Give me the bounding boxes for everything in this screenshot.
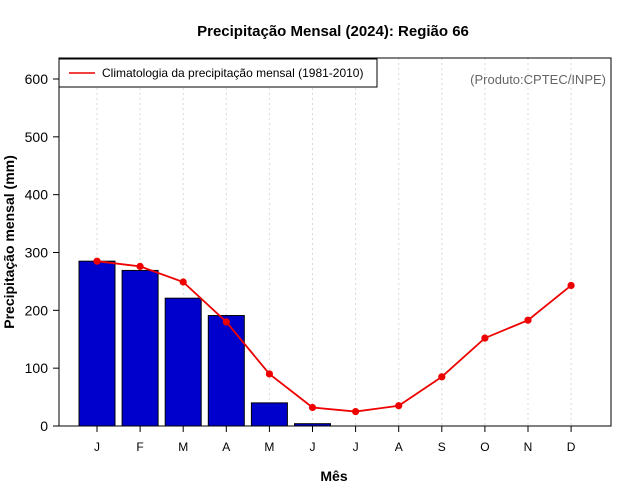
- bar-1: [78, 260, 116, 427]
- x-tick-label-1: J: [94, 440, 100, 454]
- climatology-point-8: [395, 402, 403, 410]
- climatology-point-3: [179, 278, 187, 286]
- climatology-point-7: [352, 407, 360, 416]
- y-tick-label-100: 100: [25, 360, 49, 376]
- x-tick-label-9: S: [438, 440, 446, 454]
- y-tick-label-300: 300: [25, 245, 49, 261]
- bar-series: [78, 260, 331, 427]
- y-tick-label-200: 200: [25, 302, 49, 318]
- x-tick-label-3: M: [178, 440, 188, 454]
- climatology-point-12: [567, 281, 575, 290]
- y-tick-label-500: 500: [25, 129, 49, 145]
- y-tick-label-600: 600: [25, 71, 49, 87]
- x-tick-label-10: O: [480, 440, 489, 454]
- x-tick-label-2: F: [136, 440, 143, 454]
- bar-4: [207, 315, 245, 427]
- bar-2: [121, 269, 159, 427]
- x-axis-title: Mês: [320, 468, 347, 484]
- climatology-point-5: [265, 370, 273, 378]
- bar-3: [164, 297, 202, 427]
- climatology-line: [96, 260, 572, 413]
- x-tick-label-11: N: [524, 440, 533, 454]
- x-tick-label-7: J: [353, 440, 359, 454]
- climatology-point-2: [136, 262, 144, 270]
- legend-box: [58, 58, 378, 88]
- climatology-point-11: [524, 316, 532, 324]
- climatology-point-1: [93, 257, 101, 265]
- credit-annotation: (Produto:CPTEC/INPE): [470, 72, 606, 87]
- climatology-point-10: [481, 334, 489, 342]
- legend: Climatologia da precipitação mensal (198…: [58, 58, 378, 88]
- chart-title: Precipitação Mensal (2024): Região 66: [197, 23, 469, 40]
- y-axis: 0 100 200 300 400 500 600: [25, 71, 59, 434]
- x-tick-label-12: D: [567, 440, 576, 454]
- y-tick-label-0: 0: [40, 418, 48, 434]
- climatology-point-6: [308, 403, 317, 412]
- y-axis-title: Precipitação mensal (mm): [1, 155, 17, 329]
- x-tick-label-5: M: [264, 440, 274, 454]
- legend-entry-climatology: Climatologia da precipitação mensal (198…: [102, 66, 363, 80]
- x-tick-label-6: J: [310, 440, 316, 454]
- bar-5: [250, 402, 288, 427]
- climatology-point-4: [222, 318, 230, 326]
- x-tick-label-8: A: [395, 440, 403, 454]
- y-tick-label-400: 400: [25, 187, 49, 203]
- x-tick-label-4: A: [222, 440, 230, 454]
- plot-frame: [58, 57, 612, 427]
- climatology-line-series: [93, 257, 575, 416]
- climatology-point-9: [438, 373, 446, 381]
